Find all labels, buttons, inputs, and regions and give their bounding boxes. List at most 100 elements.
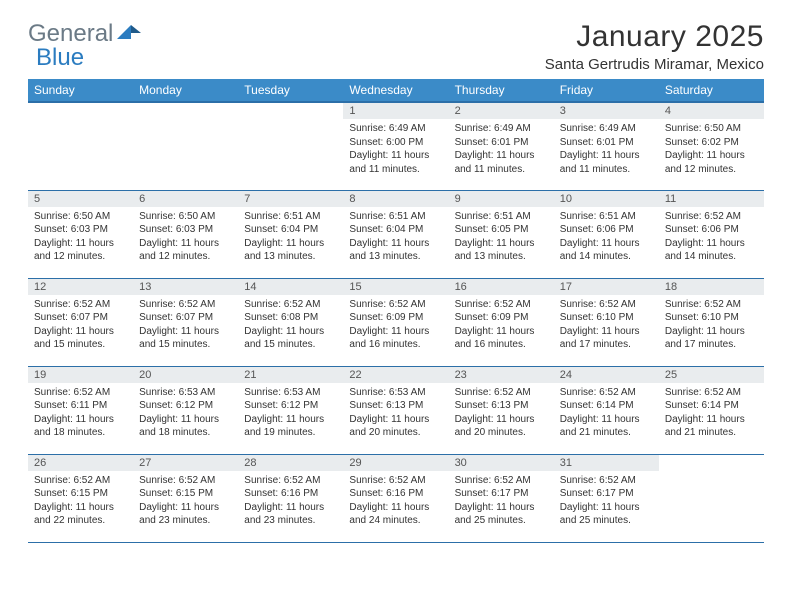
weekday-wednesday: Wednesday: [343, 79, 448, 102]
day-details: Sunrise: 6:49 AMSunset: 6:01 PMDaylight:…: [449, 119, 554, 180]
day-details: Sunrise: 6:52 AMSunset: 6:14 PMDaylight:…: [659, 383, 764, 444]
day-cell: 28Sunrise: 6:52 AMSunset: 6:16 PMDayligh…: [238, 454, 343, 542]
day-details: Sunrise: 6:52 AMSunset: 6:10 PMDaylight:…: [554, 295, 659, 356]
day-cell: 18Sunrise: 6:52 AMSunset: 6:10 PMDayligh…: [659, 278, 764, 366]
header: General January 2025 Santa Gertrudis Mir…: [28, 20, 764, 73]
day-number: 24: [554, 367, 659, 383]
day-details: Sunrise: 6:52 AMSunset: 6:09 PMDaylight:…: [343, 295, 448, 356]
day-number: 4: [659, 103, 764, 119]
day-details: Sunrise: 6:50 AMSunset: 6:02 PMDaylight:…: [659, 119, 764, 180]
day-number: 23: [449, 367, 554, 383]
day-details: Sunrise: 6:52 AMSunset: 6:14 PMDaylight:…: [554, 383, 659, 444]
day-details: Sunrise: 6:53 AMSunset: 6:12 PMDaylight:…: [133, 383, 238, 444]
empty-cell: [28, 102, 133, 190]
day-details: Sunrise: 6:52 AMSunset: 6:16 PMDaylight:…: [238, 471, 343, 532]
day-cell: 17Sunrise: 6:52 AMSunset: 6:10 PMDayligh…: [554, 278, 659, 366]
day-details: Sunrise: 6:49 AMSunset: 6:00 PMDaylight:…: [343, 119, 448, 180]
weekday-thursday: Thursday: [449, 79, 554, 102]
day-number: 21: [238, 367, 343, 383]
day-number: 29: [343, 455, 448, 471]
day-number: 15: [343, 279, 448, 295]
day-number: 3: [554, 103, 659, 119]
day-details: Sunrise: 6:53 AMSunset: 6:12 PMDaylight:…: [238, 383, 343, 444]
weekday-sunday: Sunday: [28, 79, 133, 102]
week-row: 12Sunrise: 6:52 AMSunset: 6:07 PMDayligh…: [28, 278, 764, 366]
day-cell: 3Sunrise: 6:49 AMSunset: 6:01 PMDaylight…: [554, 102, 659, 190]
day-details: Sunrise: 6:50 AMSunset: 6:03 PMDaylight:…: [28, 207, 133, 268]
day-details: Sunrise: 6:50 AMSunset: 6:03 PMDaylight:…: [133, 207, 238, 268]
day-cell: 5Sunrise: 6:50 AMSunset: 6:03 PMDaylight…: [28, 190, 133, 278]
weekday-saturday: Saturday: [659, 79, 764, 102]
day-cell: 14Sunrise: 6:52 AMSunset: 6:08 PMDayligh…: [238, 278, 343, 366]
day-cell: 31Sunrise: 6:52 AMSunset: 6:17 PMDayligh…: [554, 454, 659, 542]
week-row: 5Sunrise: 6:50 AMSunset: 6:03 PMDaylight…: [28, 190, 764, 278]
day-number: 9: [449, 191, 554, 207]
day-cell: 25Sunrise: 6:52 AMSunset: 6:14 PMDayligh…: [659, 366, 764, 454]
day-number: 30: [449, 455, 554, 471]
empty-cell: [659, 454, 764, 542]
day-details: Sunrise: 6:52 AMSunset: 6:06 PMDaylight:…: [659, 207, 764, 268]
day-cell: 22Sunrise: 6:53 AMSunset: 6:13 PMDayligh…: [343, 366, 448, 454]
day-number: 10: [554, 191, 659, 207]
day-cell: 11Sunrise: 6:52 AMSunset: 6:06 PMDayligh…: [659, 190, 764, 278]
day-cell: 24Sunrise: 6:52 AMSunset: 6:14 PMDayligh…: [554, 366, 659, 454]
day-number: 17: [554, 279, 659, 295]
day-number: 6: [133, 191, 238, 207]
day-cell: 10Sunrise: 6:51 AMSunset: 6:06 PMDayligh…: [554, 190, 659, 278]
day-number: 14: [238, 279, 343, 295]
day-cell: 19Sunrise: 6:52 AMSunset: 6:11 PMDayligh…: [28, 366, 133, 454]
logo-text-blue: Blue: [36, 44, 84, 72]
week-row: 1Sunrise: 6:49 AMSunset: 6:00 PMDaylight…: [28, 102, 764, 190]
week-row: 26Sunrise: 6:52 AMSunset: 6:15 PMDayligh…: [28, 454, 764, 542]
day-cell: 1Sunrise: 6:49 AMSunset: 6:00 PMDaylight…: [343, 102, 448, 190]
weekday-tuesday: Tuesday: [238, 79, 343, 102]
day-details: Sunrise: 6:52 AMSunset: 6:15 PMDaylight:…: [133, 471, 238, 532]
day-cell: 12Sunrise: 6:52 AMSunset: 6:07 PMDayligh…: [28, 278, 133, 366]
day-details: Sunrise: 6:52 AMSunset: 6:17 PMDaylight:…: [554, 471, 659, 532]
day-details: Sunrise: 6:52 AMSunset: 6:07 PMDaylight:…: [28, 295, 133, 356]
day-cell: 7Sunrise: 6:51 AMSunset: 6:04 PMDaylight…: [238, 190, 343, 278]
day-number: 22: [343, 367, 448, 383]
logo-icon: [117, 20, 143, 48]
day-cell: 4Sunrise: 6:50 AMSunset: 6:02 PMDaylight…: [659, 102, 764, 190]
day-number: 26: [28, 455, 133, 471]
day-number: 18: [659, 279, 764, 295]
calendar-table: SundayMondayTuesdayWednesdayThursdayFrid…: [28, 79, 764, 543]
day-details: Sunrise: 6:51 AMSunset: 6:06 PMDaylight:…: [554, 207, 659, 268]
empty-cell: [238, 102, 343, 190]
day-cell: 26Sunrise: 6:52 AMSunset: 6:15 PMDayligh…: [28, 454, 133, 542]
day-cell: 15Sunrise: 6:52 AMSunset: 6:09 PMDayligh…: [343, 278, 448, 366]
day-details: Sunrise: 6:52 AMSunset: 6:11 PMDaylight:…: [28, 383, 133, 444]
page-title: January 2025: [545, 20, 764, 54]
day-cell: 20Sunrise: 6:53 AMSunset: 6:12 PMDayligh…: [133, 366, 238, 454]
day-details: Sunrise: 6:52 AMSunset: 6:09 PMDaylight:…: [449, 295, 554, 356]
empty-cell: [133, 102, 238, 190]
day-details: Sunrise: 6:52 AMSunset: 6:13 PMDaylight:…: [449, 383, 554, 444]
day-number: 28: [238, 455, 343, 471]
weekday-header-row: SundayMondayTuesdayWednesdayThursdayFrid…: [28, 79, 764, 102]
day-number: 20: [133, 367, 238, 383]
day-number: 16: [449, 279, 554, 295]
day-details: Sunrise: 6:51 AMSunset: 6:04 PMDaylight:…: [238, 207, 343, 268]
day-number: 27: [133, 455, 238, 471]
day-number: 13: [133, 279, 238, 295]
day-number: 7: [238, 191, 343, 207]
day-cell: 29Sunrise: 6:52 AMSunset: 6:16 PMDayligh…: [343, 454, 448, 542]
day-details: Sunrise: 6:53 AMSunset: 6:13 PMDaylight:…: [343, 383, 448, 444]
day-details: Sunrise: 6:52 AMSunset: 6:17 PMDaylight:…: [449, 471, 554, 532]
day-cell: 27Sunrise: 6:52 AMSunset: 6:15 PMDayligh…: [133, 454, 238, 542]
location: Santa Gertrudis Miramar, Mexico: [545, 56, 764, 73]
day-cell: 21Sunrise: 6:53 AMSunset: 6:12 PMDayligh…: [238, 366, 343, 454]
weekday-monday: Monday: [133, 79, 238, 102]
day-number: 19: [28, 367, 133, 383]
day-number: 25: [659, 367, 764, 383]
day-number: 31: [554, 455, 659, 471]
day-cell: 2Sunrise: 6:49 AMSunset: 6:01 PMDaylight…: [449, 102, 554, 190]
day-cell: 9Sunrise: 6:51 AMSunset: 6:05 PMDaylight…: [449, 190, 554, 278]
week-row: 19Sunrise: 6:52 AMSunset: 6:11 PMDayligh…: [28, 366, 764, 454]
day-number: 12: [28, 279, 133, 295]
day-cell: 30Sunrise: 6:52 AMSunset: 6:17 PMDayligh…: [449, 454, 554, 542]
day-details: Sunrise: 6:51 AMSunset: 6:05 PMDaylight:…: [449, 207, 554, 268]
day-cell: 6Sunrise: 6:50 AMSunset: 6:03 PMDaylight…: [133, 190, 238, 278]
day-details: Sunrise: 6:52 AMSunset: 6:08 PMDaylight:…: [238, 295, 343, 356]
